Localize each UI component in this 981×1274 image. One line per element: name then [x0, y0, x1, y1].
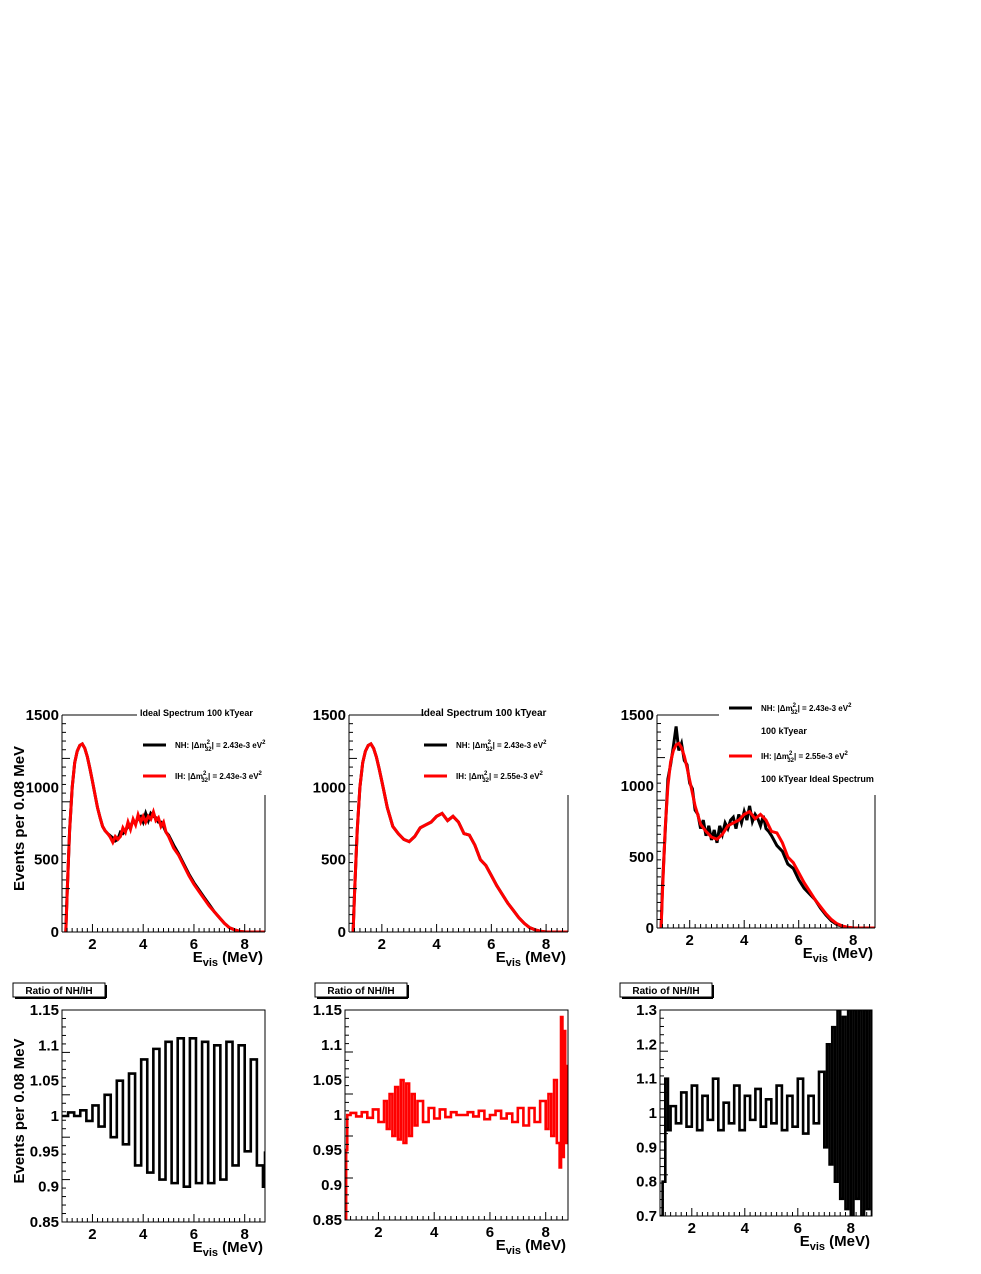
x-axis-label: Evis (MeV) — [193, 949, 263, 969]
x-tick-label: 6 — [794, 1220, 802, 1237]
x-tick-label: 8 — [847, 1220, 855, 1237]
y-tick-label: 0.95 — [313, 1142, 342, 1159]
chart-title: Ratio of NH/IH — [25, 986, 92, 997]
y-tick-label: 0.9 — [636, 1139, 657, 1156]
legend-label: NH: |Δm2 32| = 2.43e-3 eV2 — [175, 740, 266, 753]
legend-label: NH: |Δm2 32| = 2.43e-3 eV2 — [761, 703, 852, 716]
y-tick-label: 1.1 — [38, 1037, 59, 1054]
panel-bottom-right: 2 4 6 8 0.7 0.8 0.9 1 1.1 1.2 1.3 Evis (MeV) Ratio o… — [619, 982, 873, 1253]
legend-label: IH: |Δm2 32| = 2.55e-3 eV2 — [761, 751, 849, 764]
y-axis-label: Events per 0.08 MeV — [11, 746, 28, 891]
y-tick-label: 1000 — [26, 779, 59, 796]
x-axis-label: Evis (MeV) — [496, 949, 566, 969]
y-tick-label: 1.05 — [30, 1073, 59, 1090]
x-tick-label: 4 — [432, 936, 441, 953]
series-top-middle-1 — [351, 741, 568, 932]
chart-title: Ideal Spectrum 100 kTyear — [140, 708, 253, 718]
legend-subtitle: 100 kTyear — [761, 726, 807, 736]
x-tick-label: 8 — [241, 1226, 249, 1243]
series-bottom-left-0 — [62, 1036, 265, 1188]
y-tick-label: 1500 — [313, 707, 346, 724]
x-tick-label: 2 — [88, 1226, 96, 1243]
x-tick-label: 6 — [190, 936, 198, 953]
y-tick-label: 1000 — [313, 779, 346, 796]
x-tick-label: 6 — [795, 932, 803, 949]
y-tick-label: 500 — [34, 852, 59, 869]
y-tick-label: 1 — [649, 1105, 657, 1122]
legend-label: IH: |Δm2 32| = 2.55e-3 eV2 — [456, 771, 544, 784]
y-tick-label: 1.15 — [30, 1002, 59, 1019]
x-tick-label: 2 — [378, 936, 386, 953]
x-tick-label: 2 — [686, 932, 694, 949]
x-tick-label: 4 — [740, 932, 749, 949]
y-tick-label: 0.95 — [30, 1143, 59, 1160]
x-axis-label: Evis (MeV) — [803, 945, 873, 965]
x-tick-label: 8 — [849, 932, 857, 949]
x-tick-label: 8 — [241, 936, 249, 953]
y-tick-label: 1.2 — [636, 1036, 657, 1053]
y-tick-label: 1 — [334, 1107, 342, 1124]
legend-label: NH: |Δm2 32| = 2.43e-3 eV2 — [456, 740, 547, 753]
y-tick-label: 0.85 — [313, 1212, 342, 1229]
y-tick-label: 1500 — [26, 707, 59, 724]
x-tick-label: 2 — [374, 1224, 382, 1241]
y-tick-label: 500 — [321, 852, 346, 869]
y-tick-label: 0.7 — [636, 1208, 657, 1225]
y-tick-label: 0 — [51, 924, 59, 941]
x-axis-label: Evis (MeV) — [800, 1233, 870, 1253]
x-tick-label: 2 — [688, 1220, 696, 1237]
x-tick-label: 8 — [542, 1224, 550, 1241]
x-tick-label: 4 — [139, 936, 148, 953]
panel-top-left: 2 4 6 8 0 500 1000 1500 Evis (MeV) Events per 0.0… — [11, 707, 266, 969]
y-tick-label: 1.15 — [313, 1002, 342, 1019]
chart-title: Ratio of NH/IH — [632, 986, 699, 997]
y-tick-label: 1.1 — [321, 1037, 342, 1054]
x-tick-label: 6 — [486, 1224, 494, 1241]
y-tick-label: 1000 — [621, 778, 654, 795]
x-axis-label: Evis (MeV) — [193, 1239, 263, 1259]
y-tick-label: 500 — [629, 849, 654, 866]
x-axis-label: Evis (MeV) — [496, 1237, 566, 1257]
x-tick-label: 4 — [741, 1220, 750, 1237]
series-top-right-1 — [659, 741, 875, 928]
panel-top-right: 2 4 6 8 0 500 1000 1500 Evis (MeV) 100 kTyear 100 … — [621, 706, 876, 965]
series-bottom-right-0 — [660, 1010, 872, 1216]
y-tick-label: 0.85 — [30, 1214, 59, 1231]
panel-bottom-middle: 2 4 6 8 0.85 0.9 0.95 1 1.05 1.1 1.15 Evis (MeV) Rat… — [313, 982, 569, 1257]
y-tick-label: 0.9 — [38, 1179, 59, 1196]
x-tick-label: 4 — [430, 1224, 439, 1241]
x-tick-label: 2 — [88, 936, 96, 953]
y-tick-label: 1500 — [621, 707, 654, 724]
panel-bottom-left: 2 4 6 8 0.85 0.9 0.95 1 1.05 1.1 1.15 Evis (MeV) Eve… — [11, 982, 266, 1259]
y-tick-label: 0 — [646, 920, 654, 937]
legend-label: IH: |Δm2 32| = 2.43e-3 eV2 — [175, 771, 263, 784]
panel-top-middle: 2 4 6 8 0 500 1000 1500 Evis (MeV) Ideal Spectrum… — [313, 707, 569, 969]
y-tick-label: 0.9 — [321, 1177, 342, 1194]
y-tick-label: 1.05 — [313, 1072, 342, 1089]
y-tick-label: 0 — [338, 924, 346, 941]
x-tick-label: 6 — [190, 1226, 198, 1243]
y-tick-label: 0.8 — [636, 1174, 657, 1191]
y-axis-label: Events per 0.08 MeV — [11, 1038, 28, 1183]
x-tick-label: 4 — [139, 1226, 148, 1243]
series-bottom-middle-0 — [345, 1015, 568, 1220]
x-tick-label: 6 — [487, 936, 495, 953]
y-tick-label: 1.1 — [636, 1071, 657, 1088]
x-tick-label: 8 — [542, 936, 550, 953]
y-tick-label: 1.3 — [636, 1002, 657, 1019]
chart-title: Ratio of NH/IH — [327, 986, 394, 997]
y-tick-label: 1 — [51, 1108, 59, 1125]
series-top-left-1 — [64, 741, 265, 932]
chart-title: Ideal Spectrum 100 kTyear — [421, 708, 547, 719]
legend-subtitle: 100 kTyear Ideal Spectrum — [761, 774, 874, 784]
